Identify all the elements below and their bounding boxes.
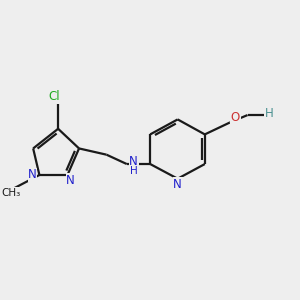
Text: N: N [66,174,75,187]
Text: H: H [130,166,137,176]
Text: CH₃: CH₃ [2,188,21,198]
Text: N: N [28,169,37,182]
Text: Cl: Cl [49,90,60,104]
Text: O: O [231,111,240,124]
Text: N: N [129,155,138,168]
Text: N: N [173,178,182,191]
Text: H: H [265,107,274,120]
